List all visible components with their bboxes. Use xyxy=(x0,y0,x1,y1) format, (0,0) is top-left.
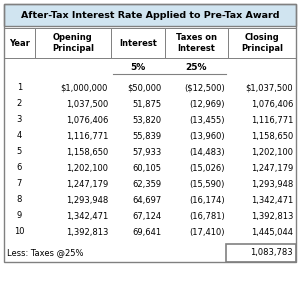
Bar xyxy=(226,244,296,262)
Text: 2: 2 xyxy=(17,100,22,108)
Text: 1,247,179: 1,247,179 xyxy=(66,179,108,189)
Text: 1: 1 xyxy=(17,83,22,92)
Text: 62,359: 62,359 xyxy=(133,179,162,189)
Text: Interest: Interest xyxy=(119,38,157,47)
Text: (13,455): (13,455) xyxy=(189,116,225,125)
Bar xyxy=(165,28,228,58)
Text: 1,293,948: 1,293,948 xyxy=(66,195,108,204)
Bar xyxy=(111,28,165,58)
Text: 1,445,044: 1,445,044 xyxy=(251,227,293,237)
Text: 6: 6 xyxy=(17,164,22,173)
Text: ($12,500): ($12,500) xyxy=(184,83,225,92)
Text: 7: 7 xyxy=(17,179,22,189)
Text: 4: 4 xyxy=(17,131,22,140)
Text: 53,820: 53,820 xyxy=(133,116,162,125)
Text: Closing
Principal: Closing Principal xyxy=(241,33,283,53)
Text: 55,839: 55,839 xyxy=(133,131,162,140)
Bar xyxy=(4,28,35,58)
Text: 10: 10 xyxy=(14,227,25,237)
Text: 1,202,100: 1,202,100 xyxy=(251,148,293,156)
Text: (15,026): (15,026) xyxy=(189,164,225,173)
Text: 1,202,100: 1,202,100 xyxy=(66,164,108,173)
Text: 1,083,783: 1,083,783 xyxy=(250,249,293,257)
Text: 9: 9 xyxy=(17,212,22,221)
Text: 1,293,948: 1,293,948 xyxy=(251,179,293,189)
Text: $1,000,000: $1,000,000 xyxy=(61,83,108,92)
Text: 60,105: 60,105 xyxy=(133,164,162,173)
Text: $1,037,500: $1,037,500 xyxy=(245,83,293,92)
Text: 1,392,813: 1,392,813 xyxy=(66,227,108,237)
Text: 1,158,650: 1,158,650 xyxy=(66,148,108,156)
Text: Year: Year xyxy=(9,38,30,47)
Text: 57,933: 57,933 xyxy=(132,148,162,156)
Text: 1,076,406: 1,076,406 xyxy=(66,116,108,125)
Text: 5%: 5% xyxy=(130,63,146,72)
Text: (12,969): (12,969) xyxy=(189,100,225,108)
Bar xyxy=(4,4,296,262)
Text: 25%: 25% xyxy=(185,63,207,72)
Text: Opening
Principal: Opening Principal xyxy=(52,33,94,53)
Text: (13,960): (13,960) xyxy=(189,131,225,140)
Text: 64,697: 64,697 xyxy=(132,195,162,204)
Text: 1,116,771: 1,116,771 xyxy=(66,131,108,140)
Text: After-Tax Interest Rate Applied to Pre-Tax Award: After-Tax Interest Rate Applied to Pre-T… xyxy=(21,10,279,19)
Text: 5: 5 xyxy=(17,148,22,156)
Bar xyxy=(4,4,296,26)
Text: (16,781): (16,781) xyxy=(189,212,225,221)
Text: 8: 8 xyxy=(17,195,22,204)
Text: (15,590): (15,590) xyxy=(190,179,225,189)
Bar xyxy=(228,28,296,58)
Text: 1,247,179: 1,247,179 xyxy=(251,164,293,173)
Text: 1,342,471: 1,342,471 xyxy=(66,212,108,221)
Text: 51,875: 51,875 xyxy=(133,100,162,108)
Text: Less: Taxes @25%: Less: Taxes @25% xyxy=(7,249,83,257)
Text: 1,158,650: 1,158,650 xyxy=(251,131,293,140)
Text: 67,124: 67,124 xyxy=(133,212,162,221)
Text: 3: 3 xyxy=(17,116,22,125)
Text: 1,392,813: 1,392,813 xyxy=(250,212,293,221)
Text: 1,076,406: 1,076,406 xyxy=(250,100,293,108)
Text: (16,174): (16,174) xyxy=(189,195,225,204)
Text: (14,483): (14,483) xyxy=(189,148,225,156)
Text: $50,000: $50,000 xyxy=(127,83,162,92)
Text: 1,116,771: 1,116,771 xyxy=(250,116,293,125)
Text: 69,641: 69,641 xyxy=(133,227,162,237)
Text: Taxes on
Interest: Taxes on Interest xyxy=(176,33,217,53)
Text: 1,342,471: 1,342,471 xyxy=(251,195,293,204)
Text: (17,410): (17,410) xyxy=(189,227,225,237)
Text: 1,037,500: 1,037,500 xyxy=(66,100,108,108)
Bar xyxy=(35,28,111,58)
